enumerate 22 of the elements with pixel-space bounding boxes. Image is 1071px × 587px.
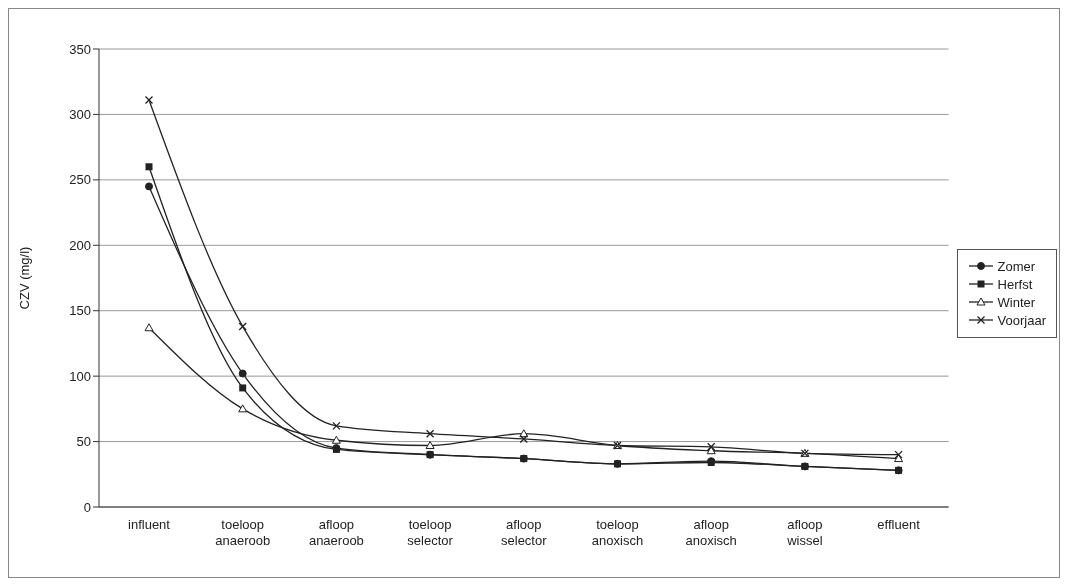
x-tick-label: toeloop anaeroob bbox=[215, 517, 271, 548]
y-tick-label: 200 bbox=[69, 237, 91, 253]
x-tick-label: afloop anoxisch bbox=[685, 517, 737, 548]
y-tick-label: 300 bbox=[69, 107, 91, 123]
x-tick-label: toeloop selector bbox=[407, 517, 454, 548]
legend-label: Zomer bbox=[997, 258, 1036, 274]
y-tick-label: 50 bbox=[76, 434, 91, 450]
x-tick-label: afloop selector bbox=[501, 517, 548, 548]
y-tick-label: 350 bbox=[69, 41, 91, 57]
y-tick-label: 100 bbox=[69, 368, 91, 384]
legend-label: Voorjaar bbox=[997, 312, 1046, 328]
x-tick-label: toeloop anoxisch bbox=[591, 517, 644, 548]
y-axis-title: CZV (mg/l) bbox=[16, 246, 32, 310]
x-tick-label: afloop anaeroob bbox=[308, 517, 364, 548]
legend-label: Herfst bbox=[997, 276, 1033, 292]
legend-label: Winter bbox=[997, 294, 1036, 310]
x-tick-label: influent bbox=[128, 517, 171, 532]
x-tick-label: effluent bbox=[877, 517, 921, 532]
y-tick-label: 0 bbox=[83, 499, 91, 515]
x-tick-label: afloop wissel bbox=[786, 517, 823, 548]
y-tick-label: 250 bbox=[69, 172, 91, 188]
y-tick-label: 150 bbox=[69, 303, 91, 319]
